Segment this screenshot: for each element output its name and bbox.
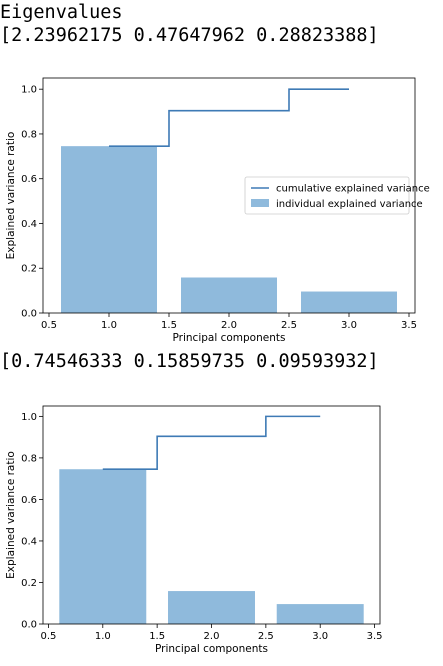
legend-box bbox=[244, 176, 410, 215]
y-tick-label: 0.6 bbox=[21, 174, 37, 185]
y-tick-label: 0.2 bbox=[21, 578, 37, 589]
cumulative-step-line bbox=[109, 88, 349, 147]
x-tick-label: 0.5 bbox=[41, 320, 57, 331]
explained-variance-chart-1: 0.5 1.0 1.5 2.0 2.5 3.0 3.5 0.0 0.2 0.4 0.6 0.8 1.0 P… bbox=[5, 77, 430, 344]
y-tick-label: 0.8 bbox=[21, 129, 37, 140]
bar bbox=[276, 604, 364, 624]
y-tick-label: 0.6 bbox=[21, 495, 37, 506]
y-axis-label: Explained variance ratio bbox=[5, 451, 17, 579]
eigenvalues-output: [2.23962175 0.47647962 0.28823388] bbox=[0, 25, 379, 46]
eigenvalues-heading: Eigenvalues bbox=[0, 2, 123, 23]
x-tick-label: 3.5 bbox=[367, 631, 383, 642]
x-tick-label: 3.0 bbox=[312, 631, 328, 642]
cumulative-step-line bbox=[102, 415, 321, 471]
y-tick-label: 1.0 bbox=[21, 412, 37, 423]
y-tick-label: 0.0 bbox=[21, 309, 37, 320]
x-axis-label: Principal components bbox=[173, 332, 286, 344]
x-axis-label: Principal components bbox=[155, 643, 268, 655]
explained-variance-chart-2: 0.5 1.0 1.5 2.0 2.5 3.0 3.5 0.0 0.2 0.4 0.6 0.8 1.0 P… bbox=[5, 405, 383, 655]
x-tick-label: 1.0 bbox=[95, 631, 111, 642]
x-tick-label: 3.0 bbox=[341, 320, 357, 331]
y-tick-label: 0.2 bbox=[21, 264, 37, 275]
x-tick-label: 2.0 bbox=[221, 320, 237, 331]
bar bbox=[61, 146, 157, 313]
y-tick-label: 0.0 bbox=[21, 620, 37, 631]
x-tick-label: 3.5 bbox=[401, 320, 417, 331]
y-tick-label: 0.4 bbox=[21, 219, 37, 230]
y-tick-label: 0.4 bbox=[21, 536, 37, 547]
x-tick-label: 2.5 bbox=[281, 320, 297, 331]
bar bbox=[59, 469, 147, 624]
y-axis-label: Explained variance ratio bbox=[5, 132, 17, 260]
x-tick-label: 0.5 bbox=[40, 631, 56, 642]
legend-bar-swatch bbox=[251, 199, 269, 207]
bar bbox=[301, 291, 397, 313]
bar bbox=[168, 591, 255, 624]
x-tick-label: 1.5 bbox=[149, 631, 165, 642]
legend-label-cumulative: cumulative explained variance bbox=[276, 184, 430, 195]
x-tick-label: 2.5 bbox=[258, 631, 274, 642]
y-tick-label: 0.8 bbox=[21, 453, 37, 464]
x-tick-label: 1.5 bbox=[161, 320, 177, 331]
variance-ratios-output: [0.74546333 0.15859735 0.09593932] bbox=[0, 351, 379, 372]
x-tick-label: 2.0 bbox=[204, 631, 220, 642]
bar bbox=[181, 277, 277, 313]
x-tick-label: 1.0 bbox=[101, 320, 117, 331]
legend-label-individual: individual explained variance bbox=[276, 199, 423, 210]
y-tick-label: 1.0 bbox=[21, 85, 37, 96]
